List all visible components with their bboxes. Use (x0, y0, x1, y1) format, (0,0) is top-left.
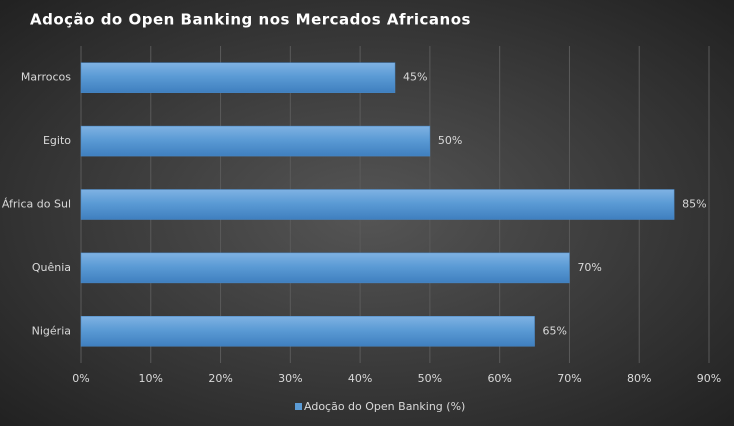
bar (80, 189, 675, 220)
y-tick-label: Quênia (32, 261, 71, 274)
value-label: 85% (682, 198, 706, 211)
value-label: 65% (543, 324, 567, 337)
y-tick-label: Marrocos (21, 71, 71, 84)
value-label: 70% (577, 261, 601, 274)
y-tick-label: Nigéria (32, 324, 71, 337)
x-tick-label: 60% (487, 372, 511, 385)
x-tick-label: 80% (627, 372, 651, 385)
x-tick-label: 40% (348, 372, 372, 385)
legend-label: Adoção do Open Banking (%) (304, 400, 465, 413)
x-tick-label: 90% (697, 372, 721, 385)
x-tick-label: 0% (72, 372, 89, 385)
bar (80, 125, 431, 157)
x-tick-label: 20% (208, 372, 232, 385)
bar (80, 252, 570, 284)
y-tick-label: Egito (43, 134, 71, 147)
y-tick-label: África do Sul (2, 198, 71, 211)
value-label: 45% (403, 71, 427, 84)
x-tick-label: 30% (278, 372, 302, 385)
bar (80, 62, 396, 93)
chart-title: Adoção do Open Banking nos Mercados Afri… (30, 11, 471, 29)
value-label: 50% (438, 134, 462, 147)
x-tick-label: 50% (418, 372, 442, 385)
bar (80, 316, 535, 347)
x-tick-label: 70% (557, 372, 581, 385)
legend-swatch (295, 403, 302, 410)
x-tick-label: 10% (139, 372, 163, 385)
